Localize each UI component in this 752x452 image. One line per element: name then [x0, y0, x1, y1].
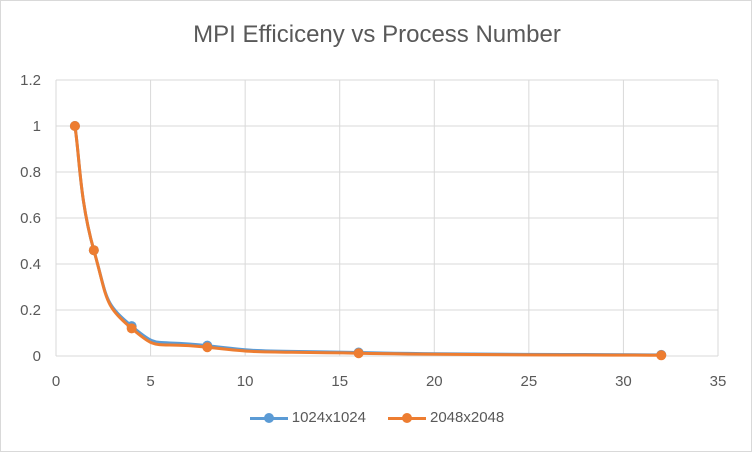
y-tick-label: 1: [33, 118, 41, 135]
legend-swatch-1024: [249, 412, 288, 424]
data-point-1[interactable]: [126, 323, 137, 334]
x-tick-label: 10: [237, 373, 254, 390]
data-point-1[interactable]: [353, 348, 364, 359]
x-tick-label: 15: [331, 373, 348, 390]
legend-swatch-2048: [388, 412, 426, 424]
y-tick-label: 0: [33, 348, 41, 365]
x-tick-label: 0: [52, 373, 60, 390]
chart-title: MPI Efficiceny vs Process Number: [193, 21, 561, 48]
legend-label-1024: 1024x1024: [291, 409, 366, 426]
data-point-1[interactable]: [88, 245, 99, 256]
x-tick-label: 30: [615, 373, 632, 390]
legend-label-2048: 2048x2048: [430, 409, 505, 426]
legend: 1024x1024 2048x2048: [1, 409, 751, 426]
x-tick-label: 35: [710, 373, 727, 390]
legend-item-2048[interactable]: 2048x2048: [388, 409, 504, 426]
x-tick-label: 20: [426, 373, 443, 390]
y-tick-label: 0.2: [20, 302, 41, 319]
data-point-1[interactable]: [69, 121, 80, 131]
y-tick-label: 1.2: [20, 72, 41, 89]
x-tick-label: 25: [521, 373, 538, 390]
legend-item-1024[interactable]: 1024x1024: [249, 409, 366, 426]
y-tick-label: 0.8: [20, 164, 41, 181]
data-point-1[interactable]: [202, 342, 213, 353]
series-line-0: [73, 125, 662, 357]
data-point-1[interactable]: [656, 350, 667, 361]
series-line-1: [73, 125, 662, 357]
x-tick-label: 5: [146, 373, 154, 390]
y-tick-label: 0.4: [20, 256, 41, 273]
y-tick-label: 0.6: [20, 210, 41, 227]
